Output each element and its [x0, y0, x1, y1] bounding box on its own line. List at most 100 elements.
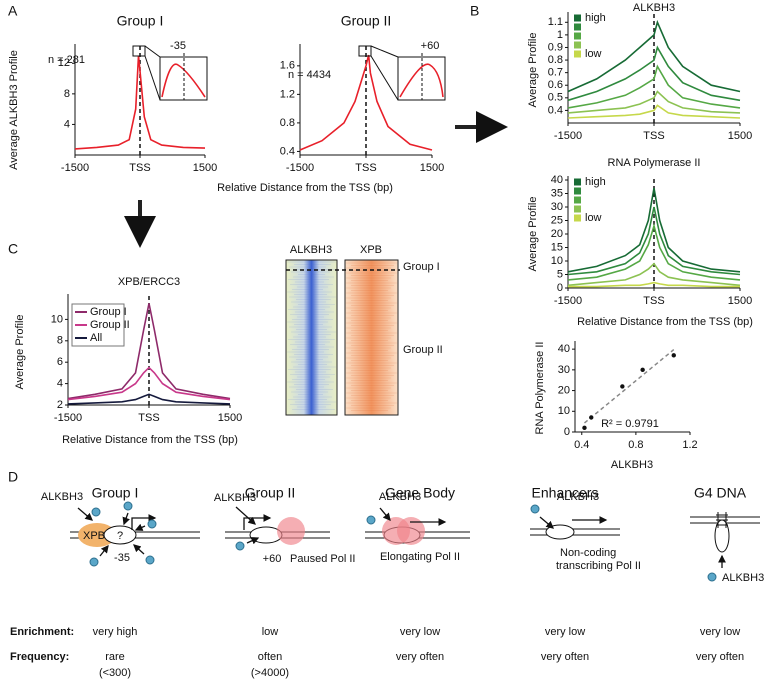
legend-swatch: [574, 205, 581, 213]
x-tick-label: TSS: [643, 295, 664, 307]
row-label: Frequency:: [10, 651, 69, 663]
arrow: [539, 516, 554, 529]
diagram-label: -35: [114, 552, 130, 564]
diagram-label: ?: [117, 530, 123, 542]
diagram-label: ALKBH3: [41, 491, 83, 503]
y-tick-label: 0: [564, 426, 570, 438]
y-tick-label: 0.4: [548, 104, 563, 116]
y-tick-label: 35: [551, 187, 563, 199]
y-tick-label: 2: [57, 399, 63, 411]
diagram-label: ALKBH3: [214, 492, 256, 504]
y-tick-label: 30: [551, 201, 563, 213]
alkbh3-dot: [91, 507, 101, 517]
zoom-connector: [370, 55, 399, 101]
column-title: G4 DNA: [694, 485, 747, 501]
point: [589, 415, 594, 420]
y-tick-label: 0.9: [548, 41, 563, 53]
y-axis-label: Average Profile: [527, 32, 539, 107]
diagram-label: Non-coding: [560, 547, 616, 559]
zoom-connector: [370, 45, 399, 58]
chart-title: ALKBH3: [633, 2, 675, 14]
legend-swatch: [574, 23, 581, 31]
enrichment: very low: [400, 626, 440, 638]
point: [671, 353, 676, 358]
y-tick-label: 12: [58, 57, 70, 69]
x-tick-label: 1500: [193, 162, 217, 174]
legend-swatch: [574, 178, 581, 186]
line: [567, 187, 741, 273]
line: [567, 104, 741, 119]
y-tick-label: 5: [557, 268, 563, 280]
y-axis-label: Average Profile: [527, 196, 539, 271]
column-title: Gene Body: [385, 485, 455, 501]
line: [567, 222, 741, 281]
y-tick-label: 0.5: [548, 92, 563, 104]
y-tick-label: 40: [551, 174, 563, 186]
heatmap-group: Group II: [403, 344, 443, 356]
x-tick-label: -1500: [554, 295, 582, 307]
zoom-box: [132, 45, 146, 57]
alkbh3-dot: [89, 557, 99, 567]
y-tick-label: 1: [557, 29, 563, 41]
y-tick-label: 0.8: [280, 117, 295, 129]
legend-swatch: [574, 41, 581, 49]
heatmap-column: ALKBH3: [290, 244, 332, 256]
diagram-label: Elongating Pol II: [380, 551, 460, 563]
panel-label: D: [8, 469, 18, 485]
enrichment: very low: [545, 626, 585, 638]
heatmap-xpb: [344, 259, 399, 416]
y-tick-label: 8: [57, 335, 63, 347]
fit-line: [583, 349, 675, 424]
y-axis-label: RNA Polymerase II: [534, 342, 546, 435]
frequency: (>4000): [251, 667, 289, 679]
bubble: [545, 524, 575, 540]
y-tick-label: 4: [64, 118, 70, 130]
x-axis-label: ALKBH3: [611, 459, 653, 471]
xpb: [78, 523, 116, 547]
diagram-label: ALKBH3: [557, 491, 599, 503]
enrichment: very low: [700, 626, 740, 638]
y-axis-label: Average Profile: [14, 314, 26, 389]
line: [567, 90, 741, 114]
y-tick-label: 10: [51, 313, 63, 325]
frequency: very often: [696, 651, 744, 663]
y-tick-label: 20: [551, 228, 563, 240]
zoom-box: [358, 45, 372, 57]
arrow: [246, 537, 260, 545]
alkbh3-dot: [235, 541, 245, 551]
alkbh3-dot: [366, 515, 376, 525]
legend-swatch: [574, 50, 581, 58]
arrow: [134, 523, 146, 531]
arrow: [77, 507, 93, 521]
arrow: [235, 506, 256, 525]
line: [567, 64, 741, 109]
x-tick-label: TSS: [355, 162, 376, 174]
alkbh3-dot: [147, 519, 157, 529]
inset-label: +60: [421, 40, 440, 52]
legend-swatch: [574, 14, 581, 22]
frequency: rare: [105, 651, 125, 663]
arrow: [131, 514, 157, 530]
heatmap-group: Group I: [403, 261, 440, 273]
legend-label: Group I: [90, 306, 127, 318]
g4: [716, 512, 728, 528]
y-axis-label: Average ALKBH3 Profile: [8, 50, 20, 170]
legend-label: Group II: [90, 319, 130, 331]
diagram-label: ALKBH3: [722, 572, 764, 584]
x-tick-label: 0.8: [628, 439, 643, 451]
inset-curve: [161, 63, 206, 98]
panel-label: B: [470, 3, 479, 19]
pol-ii: [397, 517, 425, 545]
x-axis-label: Relative Distance from the TSS (bp): [62, 434, 238, 446]
x-axis-label: Relative Distance from the TSS (bp): [577, 316, 753, 328]
chart-title: Group II: [341, 13, 392, 29]
y-tick-label: 20: [558, 384, 570, 396]
heatmap-alkbh3: [285, 259, 338, 416]
panel-label: A: [8, 3, 18, 19]
frequency: very often: [396, 651, 444, 663]
y-tick-label: 1.6: [280, 60, 295, 72]
bubble: [103, 525, 137, 545]
x-tick-label: TSS: [129, 162, 150, 174]
y-tick-label: 40: [558, 343, 570, 355]
line: [567, 262, 741, 287]
